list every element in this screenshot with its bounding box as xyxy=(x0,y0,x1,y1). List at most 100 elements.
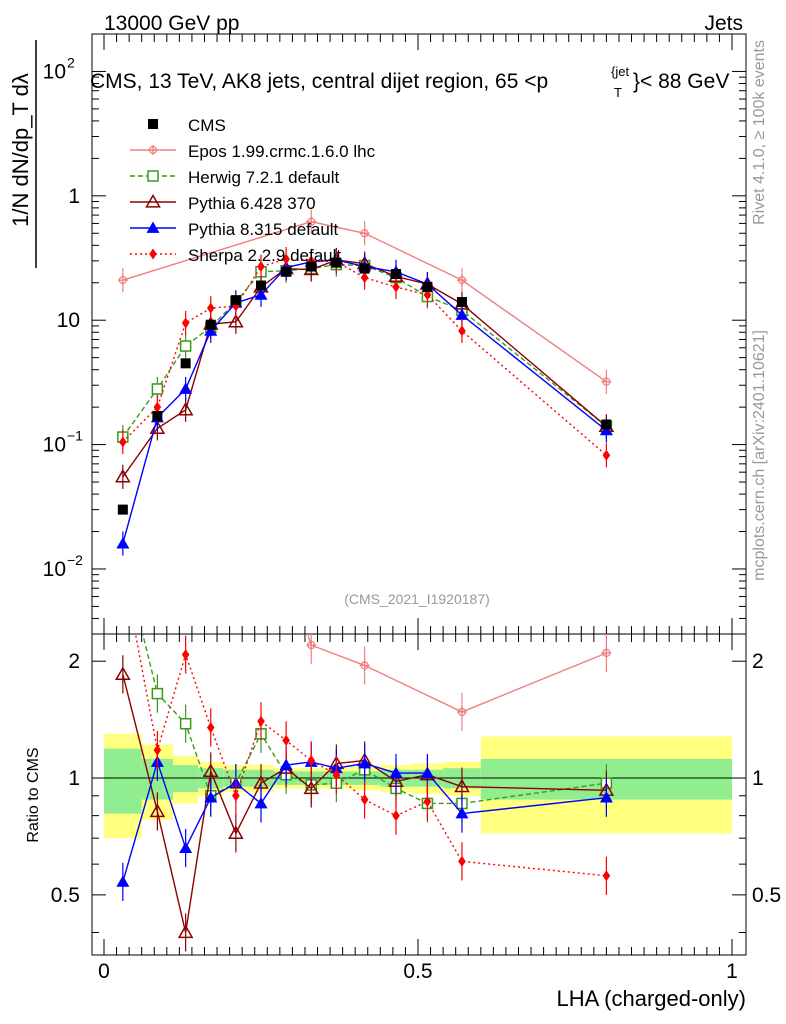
ratio-epos xyxy=(118,57,612,732)
y-tick-label: 1 xyxy=(68,185,80,208)
data-point xyxy=(179,382,193,394)
ratio-point xyxy=(179,841,193,853)
data-point xyxy=(360,272,369,284)
y-tick-exponent: 2 xyxy=(67,54,75,70)
ratio-y-tick-label-right: 1 xyxy=(752,767,764,790)
x-tick-label: 0 xyxy=(98,960,110,983)
data-point xyxy=(119,436,127,448)
ratio-point xyxy=(149,803,166,818)
data-point xyxy=(115,468,131,483)
category-label: Jets xyxy=(704,12,743,35)
data-point xyxy=(456,275,467,286)
ratio-point xyxy=(420,766,434,778)
data-point xyxy=(206,302,215,314)
data-point xyxy=(254,288,268,300)
data-point xyxy=(601,376,612,387)
cms-data-point xyxy=(230,295,241,306)
cms-data-point xyxy=(117,504,128,515)
ratio-point xyxy=(254,796,268,809)
ratio-point xyxy=(423,796,432,808)
ratio-y-axis-label: Ratio to CMS xyxy=(25,747,42,842)
cms-data-point xyxy=(456,297,467,308)
legend-marker xyxy=(148,119,158,129)
legend-label: Herwig 7.2.1 default xyxy=(188,168,339,187)
data-point xyxy=(257,261,265,273)
cms-data-point xyxy=(306,261,317,272)
energy-label: 13000 GeV pp xyxy=(104,12,239,35)
series-cms-data xyxy=(117,257,612,515)
ratio-point xyxy=(307,754,316,766)
marker-ring xyxy=(119,58,126,65)
ratio-point xyxy=(332,769,341,781)
data-point xyxy=(359,228,370,239)
series-line xyxy=(122,259,607,478)
ratio-point xyxy=(389,766,403,778)
cms-data-point xyxy=(256,280,266,291)
legend-label: Pythia 6.428 370 xyxy=(188,194,316,213)
ratio-point xyxy=(177,924,194,939)
ratio-series xyxy=(115,57,615,952)
main-y-axis-label: 1/N dN/dp_T dλ xyxy=(8,73,33,227)
cms-data-point xyxy=(205,319,216,330)
y-tick-label: 10 xyxy=(43,558,66,581)
ratio-frame xyxy=(91,633,747,956)
ratio-point xyxy=(116,875,130,887)
ratio-point xyxy=(151,687,164,700)
ratio-point xyxy=(392,810,400,822)
ratio-point xyxy=(181,649,190,661)
data-point xyxy=(116,537,130,549)
ratio-point xyxy=(458,855,466,867)
data-point xyxy=(392,281,400,293)
ratio-line xyxy=(122,759,607,883)
ratio-point xyxy=(601,647,612,658)
ratio-point xyxy=(118,57,128,67)
ratio-point xyxy=(360,794,369,806)
ratio-y-tick-label: 0.5 xyxy=(51,884,80,907)
ratio-point xyxy=(454,778,470,793)
data-point xyxy=(204,324,218,336)
ratio-point xyxy=(153,744,162,756)
legend-marker xyxy=(146,221,160,233)
data-point xyxy=(179,340,192,352)
plot-title-end: }< 88 GeV xyxy=(633,70,729,93)
ratio-point xyxy=(456,706,467,717)
rivet-version-label: Rivet 4.1.0, ≥ 100k events xyxy=(751,40,768,225)
cms-data-point xyxy=(391,269,402,280)
legend-label: CMS xyxy=(188,116,226,135)
ratio-panel: 0 0.5 1 2 2 1 1 0.5 0.5 xyxy=(51,57,781,983)
cms-data-point xyxy=(359,263,370,274)
y-tick-label: 10 xyxy=(57,309,80,332)
ratio-point xyxy=(257,715,265,727)
ratio-point xyxy=(228,825,244,840)
legend-marker xyxy=(145,193,161,208)
ratio-point xyxy=(282,734,290,746)
ratio-point xyxy=(359,660,370,671)
data-point xyxy=(458,325,466,337)
mcplots-label: mcplots.cern.ch [arXiv:2401.10621] xyxy=(751,330,768,581)
series-epos xyxy=(117,209,612,394)
legend-label: Epos 1.99.crmc.1.6.0 lhc xyxy=(188,142,376,161)
ratio-point xyxy=(232,790,240,802)
ratio-point xyxy=(204,791,218,803)
data-point xyxy=(153,401,162,413)
data-point xyxy=(306,216,317,227)
data-point xyxy=(228,313,244,328)
ratio-point xyxy=(279,758,293,770)
cms-data-point xyxy=(152,410,163,421)
y-tick-label: 10 xyxy=(43,434,66,457)
series-pythia xyxy=(116,247,613,556)
ratio-y-tick-label-right: 2 xyxy=(752,650,764,673)
y-tick-label: 10 xyxy=(43,60,66,83)
data-point xyxy=(423,289,432,301)
ratio-point xyxy=(358,757,372,769)
x-axis-label: LHA (charged-only) xyxy=(556,986,746,1011)
cms-data-point xyxy=(281,266,292,277)
ratio-pythia xyxy=(116,742,613,902)
cms-data-point xyxy=(422,281,433,292)
data-point xyxy=(282,253,290,265)
band-inner xyxy=(173,765,199,793)
legend: CMS Epos 1.99.crmc.1.6.0 lhc Herwig 7.2.1 … xyxy=(130,116,376,265)
ratio-point xyxy=(602,870,611,882)
